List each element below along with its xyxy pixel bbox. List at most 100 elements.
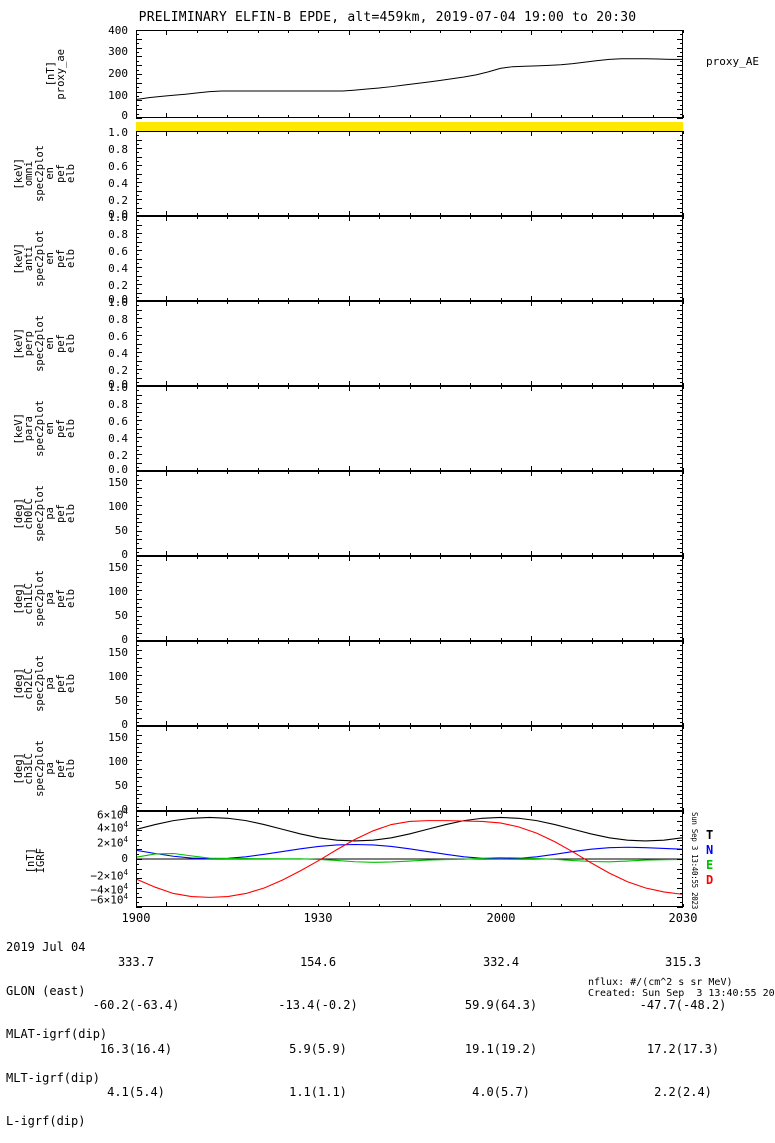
panel-pa-ch3lc[interactable]	[136, 726, 683, 811]
axis-tick	[531, 386, 533, 391]
axis-tick	[136, 638, 137, 641]
axis-tick	[136, 854, 139, 856]
axis-tick	[677, 743, 683, 744]
axis-tick	[531, 811, 533, 816]
l-2030: 2.2(2.4)	[654, 1085, 712, 1099]
axis-tick	[287, 904, 289, 907]
panel-en-para[interactable]	[136, 386, 683, 471]
axis-tick	[680, 43, 683, 45]
axis-tick	[136, 296, 139, 298]
axis-tick	[561, 386, 563, 389]
panel-pa-ch2lc[interactable]	[136, 641, 683, 726]
axis-tick	[136, 607, 142, 608]
axis-tick	[680, 87, 683, 89]
row-label-glon: GLON (east)	[6, 983, 86, 998]
panel-en-omni[interactable]	[136, 131, 683, 216]
mlt-2030: 17.2(17.3)	[646, 1041, 720, 1056]
axis-tick	[680, 483, 683, 485]
axis-tick	[136, 479, 142, 481]
axis-tick	[287, 468, 289, 471]
xtick-2030: 2030	[668, 911, 698, 925]
axis-tick	[409, 723, 411, 726]
axis-tick	[136, 343, 142, 345]
axis-tick	[622, 115, 624, 118]
axis-tick	[136, 772, 139, 774]
axis-tick	[680, 347, 683, 349]
page-title: PRELIMINARY ELFIN-B EPDE, alt=459km, 201…	[138, 10, 637, 25]
axis-tick	[136, 517, 139, 519]
axis-tick	[677, 471, 683, 472]
axis-tick	[561, 30, 563, 33]
axis-tick	[561, 808, 563, 811]
axis-tick	[531, 131, 533, 136]
axis-tick	[680, 78, 683, 80]
axis-tick	[470, 811, 472, 814]
axis-tick	[680, 203, 683, 205]
axis-tick	[680, 52, 683, 53]
axis-tick	[622, 723, 624, 726]
axis-tick	[136, 624, 142, 625]
axis-tick	[257, 216, 259, 219]
axis-tick	[136, 254, 139, 256]
axis-tick	[136, 356, 139, 358]
glon-1930: 154.6	[299, 954, 337, 969]
axis-tick	[677, 190, 683, 192]
axis-tick	[136, 505, 142, 506]
axis-tick	[136, 437, 142, 438]
axis-tick	[136, 666, 142, 668]
axis-tick	[227, 30, 229, 33]
axis-tick	[136, 789, 139, 791]
axis-tick	[136, 811, 137, 814]
axis-tick	[439, 468, 441, 471]
axis-tick	[680, 543, 683, 545]
axis-tick	[677, 38, 683, 40]
axis-tick	[680, 687, 683, 689]
axis-tick	[136, 139, 142, 141]
ylabel-en-omni: elb pef en spec2plot omni [keV]	[12, 145, 78, 202]
ytick-ch3-100: 100	[108, 755, 128, 768]
axis-tick	[136, 530, 142, 532]
axis-tick	[257, 386, 259, 389]
axis-tick	[531, 556, 533, 561]
panel-pa-ch0lc[interactable]	[136, 471, 683, 556]
axis-tick	[318, 638, 320, 641]
axis-tick	[136, 275, 142, 277]
axis-tick	[227, 904, 229, 907]
axis-tick	[561, 216, 563, 219]
axis-tick	[652, 383, 654, 386]
panel-en-perp[interactable]	[136, 301, 683, 386]
axis-tick	[136, 383, 137, 386]
panel-igrf[interactable]	[136, 811, 683, 907]
axis-tick	[677, 301, 683, 302]
axis-tick	[677, 573, 683, 574]
axis-tick	[677, 292, 683, 294]
l-1900: 4.1(5.4)	[107, 1085, 165, 1099]
axis-tick	[591, 556, 593, 559]
axis-tick	[561, 383, 563, 386]
axis-tick	[136, 352, 142, 353]
axis-tick	[680, 755, 683, 757]
axis-tick	[680, 245, 683, 247]
axis-tick	[136, 806, 139, 808]
l-2000: 4.0(5.7)	[472, 1085, 530, 1099]
panel-proxy-ae[interactable]	[136, 30, 683, 118]
axis-tick	[680, 466, 683, 468]
bottom-col-1930: 154.6 -13.4(-0.2) 5.9(5.9) 1.1(1.1)	[248, 926, 388, 1115]
ytick-ch3-150: 150	[108, 731, 128, 744]
axis-tick	[348, 811, 350, 816]
axis-tick	[136, 534, 139, 536]
axis-tick	[136, 768, 142, 770]
axis-tick	[500, 723, 502, 726]
panel-pa-ch1lc[interactable]	[136, 556, 683, 641]
axis-tick	[439, 811, 441, 814]
axis-tick	[591, 468, 593, 471]
axis-tick	[348, 726, 350, 731]
axis-tick	[561, 131, 563, 134]
axis-tick	[136, 675, 142, 676]
panel-en-anti[interactable]	[136, 216, 683, 301]
axis-tick	[591, 30, 593, 33]
axis-tick	[257, 641, 259, 644]
axis-tick	[677, 258, 683, 260]
ytick-ch3-0: 0	[121, 803, 128, 816]
axis-tick	[379, 30, 381, 33]
